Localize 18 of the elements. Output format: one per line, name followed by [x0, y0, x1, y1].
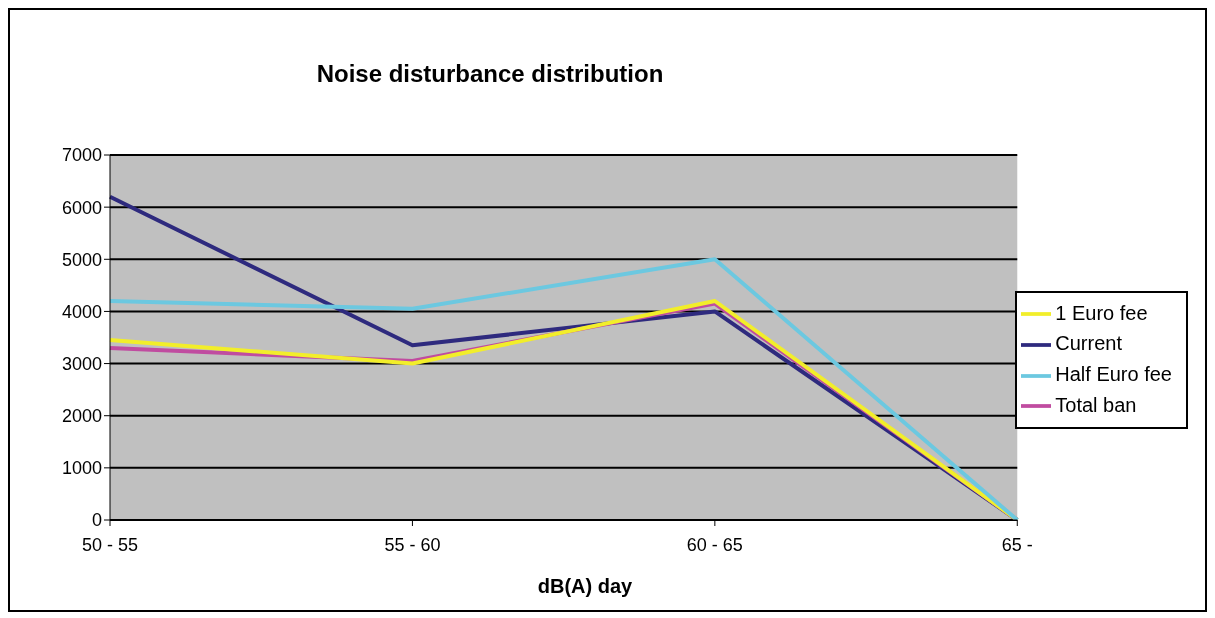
legend-label: Current	[1055, 332, 1122, 355]
y-tick-label: 5000	[61, 249, 102, 270]
y-tick-label: 0	[91, 510, 102, 531]
x-axis-title: dB(A) day	[536, 575, 634, 598]
y-tick-label: 1000	[61, 458, 102, 479]
x-tick-label: 50 - 55	[81, 534, 139, 555]
legend-label: 1 Euro fee	[1055, 301, 1148, 324]
x-tick-label: 60 - 65	[686, 534, 743, 555]
chart-title: Noise disturbance distribution	[315, 60, 665, 88]
legend-label: Half Euro fee	[1055, 363, 1172, 385]
y-tick-label: 3000	[61, 353, 102, 374]
x-tick-label: 55 - 60	[384, 534, 441, 555]
legend-label: Total ban	[1055, 393, 1137, 416]
y-tick-label: 4000	[61, 301, 102, 322]
y-tick-label: 7000	[61, 145, 102, 166]
y-tick-label: 6000	[61, 197, 102, 218]
x-tick-label: 65 -	[1001, 534, 1033, 555]
y-tick-label: 2000	[61, 406, 102, 427]
